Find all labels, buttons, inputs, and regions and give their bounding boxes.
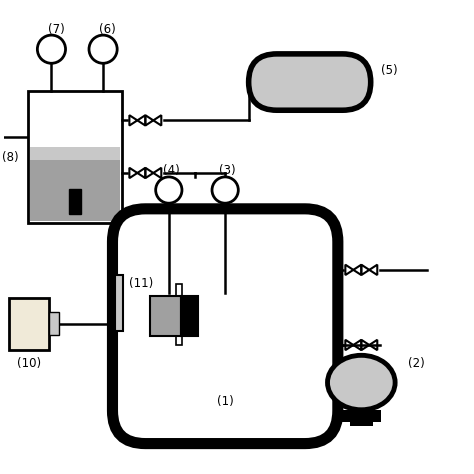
Text: (8): (8) bbox=[2, 151, 18, 164]
Circle shape bbox=[212, 177, 238, 203]
Text: (7): (7) bbox=[48, 22, 64, 36]
Text: (10): (10) bbox=[17, 357, 41, 370]
Bar bbox=[30, 146, 120, 160]
Bar bbox=[9, 298, 49, 350]
Text: (4): (4) bbox=[163, 164, 180, 177]
Bar bbox=[181, 296, 199, 336]
Ellipse shape bbox=[328, 356, 395, 410]
Bar bbox=[115, 274, 123, 331]
Circle shape bbox=[89, 35, 117, 64]
Bar bbox=[30, 158, 120, 221]
Bar bbox=[350, 420, 373, 426]
Bar bbox=[69, 189, 81, 213]
Text: (11): (11) bbox=[128, 277, 153, 291]
Bar bbox=[150, 296, 181, 336]
Bar bbox=[49, 312, 59, 335]
Bar bbox=[342, 410, 381, 421]
Text: (5): (5) bbox=[381, 64, 398, 77]
Circle shape bbox=[155, 177, 182, 203]
Bar bbox=[28, 91, 122, 223]
Text: (3): (3) bbox=[219, 164, 236, 177]
FancyBboxPatch shape bbox=[112, 209, 338, 444]
Circle shape bbox=[37, 35, 65, 64]
Bar bbox=[176, 284, 182, 345]
Text: (1): (1) bbox=[217, 395, 234, 408]
Text: (2): (2) bbox=[408, 357, 425, 370]
FancyBboxPatch shape bbox=[249, 54, 371, 110]
Text: (6): (6) bbox=[100, 22, 116, 36]
